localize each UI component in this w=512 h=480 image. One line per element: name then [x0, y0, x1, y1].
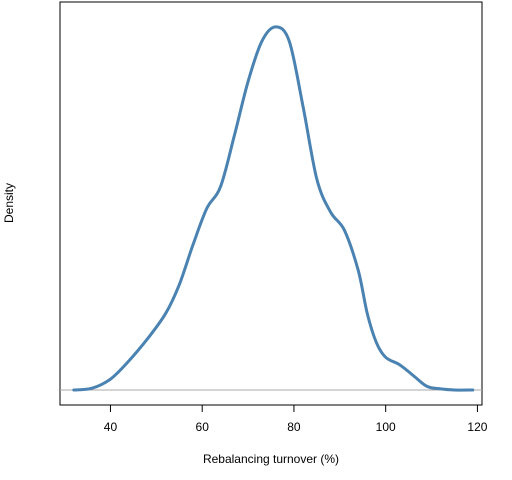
x-tick-label: 100: [376, 420, 396, 434]
x-axis-ticks: 40 60 80 100 120: [104, 405, 488, 434]
density-curve: [72, 25, 475, 392]
x-tick-label: 120: [467, 420, 487, 434]
x-axis-title: Rebalancing turnover (%): [203, 452, 339, 466]
y-axis-title: Density: [2, 183, 16, 223]
plot-frame: [59, 1, 483, 406]
x-tick-label: 80: [287, 420, 301, 434]
x-tick-label: 40: [104, 420, 118, 434]
x-tick-label: 60: [196, 420, 210, 434]
